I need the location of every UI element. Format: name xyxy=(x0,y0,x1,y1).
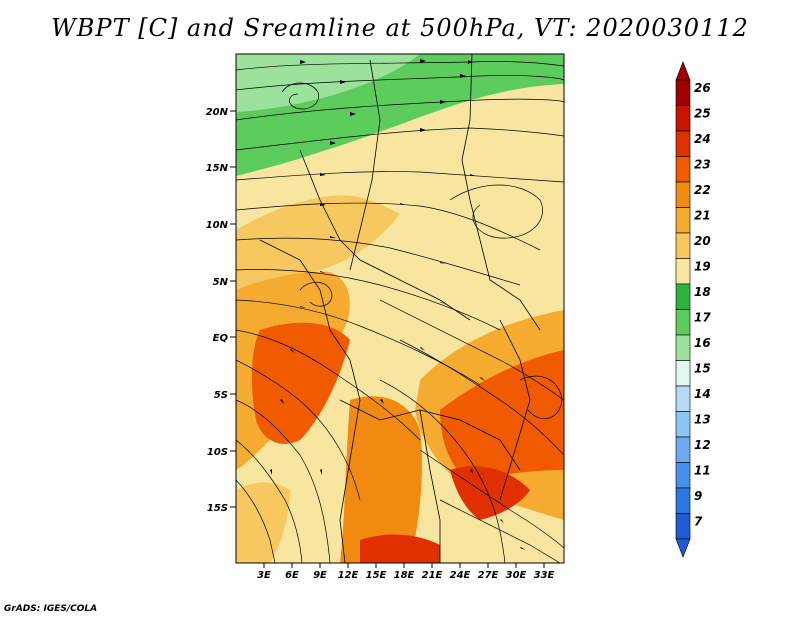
latitude-axis: 20N 15N 10N 5N EQ 5S 10S 15S xyxy=(206,107,236,514)
lat-label-10s: 10S xyxy=(207,447,228,458)
lon-label-24e: 24E xyxy=(450,570,471,581)
colorbar-swatch xyxy=(675,258,691,285)
country-borders xyxy=(259,54,541,563)
lat-label-5s: 5S xyxy=(214,390,228,401)
colorbar-label: 24 xyxy=(694,132,711,146)
map-frame xyxy=(235,53,565,564)
lon-label-6e: 6E xyxy=(285,570,299,581)
colorbar-label: 9 xyxy=(694,489,702,503)
lon-label-21e: 21E xyxy=(422,570,443,581)
colorbar-label: 20 xyxy=(694,234,711,248)
lat-label-5n: 5N xyxy=(213,277,229,288)
lat-label-15s: 15S xyxy=(207,503,228,514)
lon-label-27e: 27E xyxy=(478,570,499,581)
colorbar-swatch xyxy=(675,462,691,489)
colorbar-label: 18 xyxy=(694,285,711,299)
colorbar-label: 26 xyxy=(694,81,711,95)
colorbar-label: 15 xyxy=(694,362,711,376)
colorbar-label: 13 xyxy=(694,413,711,427)
longitude-axis: 3E 6E 9E 12E 15E 18E 21E 24E 27E 30E 33E xyxy=(257,563,555,581)
grads-credit: GrADS: IGES/COLA xyxy=(4,604,98,614)
lon-label-9e: 9E xyxy=(313,570,327,581)
colorbar-swatch xyxy=(675,156,691,183)
colorbar-label: 22 xyxy=(694,183,711,197)
colorbar-swatch xyxy=(675,207,691,234)
colorbar-label: 21 xyxy=(694,209,711,223)
colorbar-swatch xyxy=(675,105,691,132)
colorbar-swatch xyxy=(675,283,691,310)
colorbar-max-arrow xyxy=(675,61,691,81)
colorbar-swatch xyxy=(675,436,691,463)
colorbar-swatch xyxy=(675,487,691,514)
lat-label-20n: 20N xyxy=(206,107,229,118)
colorbar-swatch xyxy=(675,334,691,361)
colorbar-label: 14 xyxy=(694,387,711,401)
colorbar-label: 12 xyxy=(694,438,711,452)
colorbar-label: 19 xyxy=(694,260,711,274)
colorbar-label: 7 xyxy=(694,515,703,529)
lat-label-10n: 10N xyxy=(206,220,229,231)
colorbar: 26 25 24 23 22 21 20 19 18 17 16 15 14 13 12 11 9 7 xyxy=(675,61,711,558)
colorbar-swatch xyxy=(675,411,691,438)
colorbar-swatch xyxy=(675,513,691,540)
lon-label-18e: 18E xyxy=(394,570,415,581)
colorbar-swatch xyxy=(675,79,691,106)
colorbar-label: 11 xyxy=(694,464,711,478)
lon-label-12e: 12E xyxy=(338,570,359,581)
colorbar-label: 25 xyxy=(694,107,711,121)
colorbar-swatch xyxy=(675,181,691,208)
colorbar-min-arrow xyxy=(675,538,691,558)
streamline-arrows xyxy=(270,59,525,550)
lat-label-15n: 15N xyxy=(206,163,229,174)
lon-label-15e: 15E xyxy=(366,570,387,581)
colorbar-label: 17 xyxy=(694,311,711,325)
lat-label-eq: EQ xyxy=(213,333,229,344)
colorbar-swatch xyxy=(675,232,691,259)
map-title: WBPT [C] and Sreamline at 500hPa, VT: 20… xyxy=(51,14,749,42)
colorbar-label: 23 xyxy=(694,158,711,172)
colorbar-swatch xyxy=(675,385,691,412)
lon-label-3e: 3E xyxy=(257,570,271,581)
lon-label-30e: 30E xyxy=(506,570,527,581)
colorbar-label: 16 xyxy=(694,336,711,350)
colorbar-swatch xyxy=(675,360,691,387)
lon-label-33e: 33E xyxy=(534,570,555,581)
map-panel xyxy=(236,54,564,563)
streamlines xyxy=(236,59,564,563)
colorbar-swatch xyxy=(675,309,691,336)
colorbar-swatch xyxy=(675,130,691,157)
